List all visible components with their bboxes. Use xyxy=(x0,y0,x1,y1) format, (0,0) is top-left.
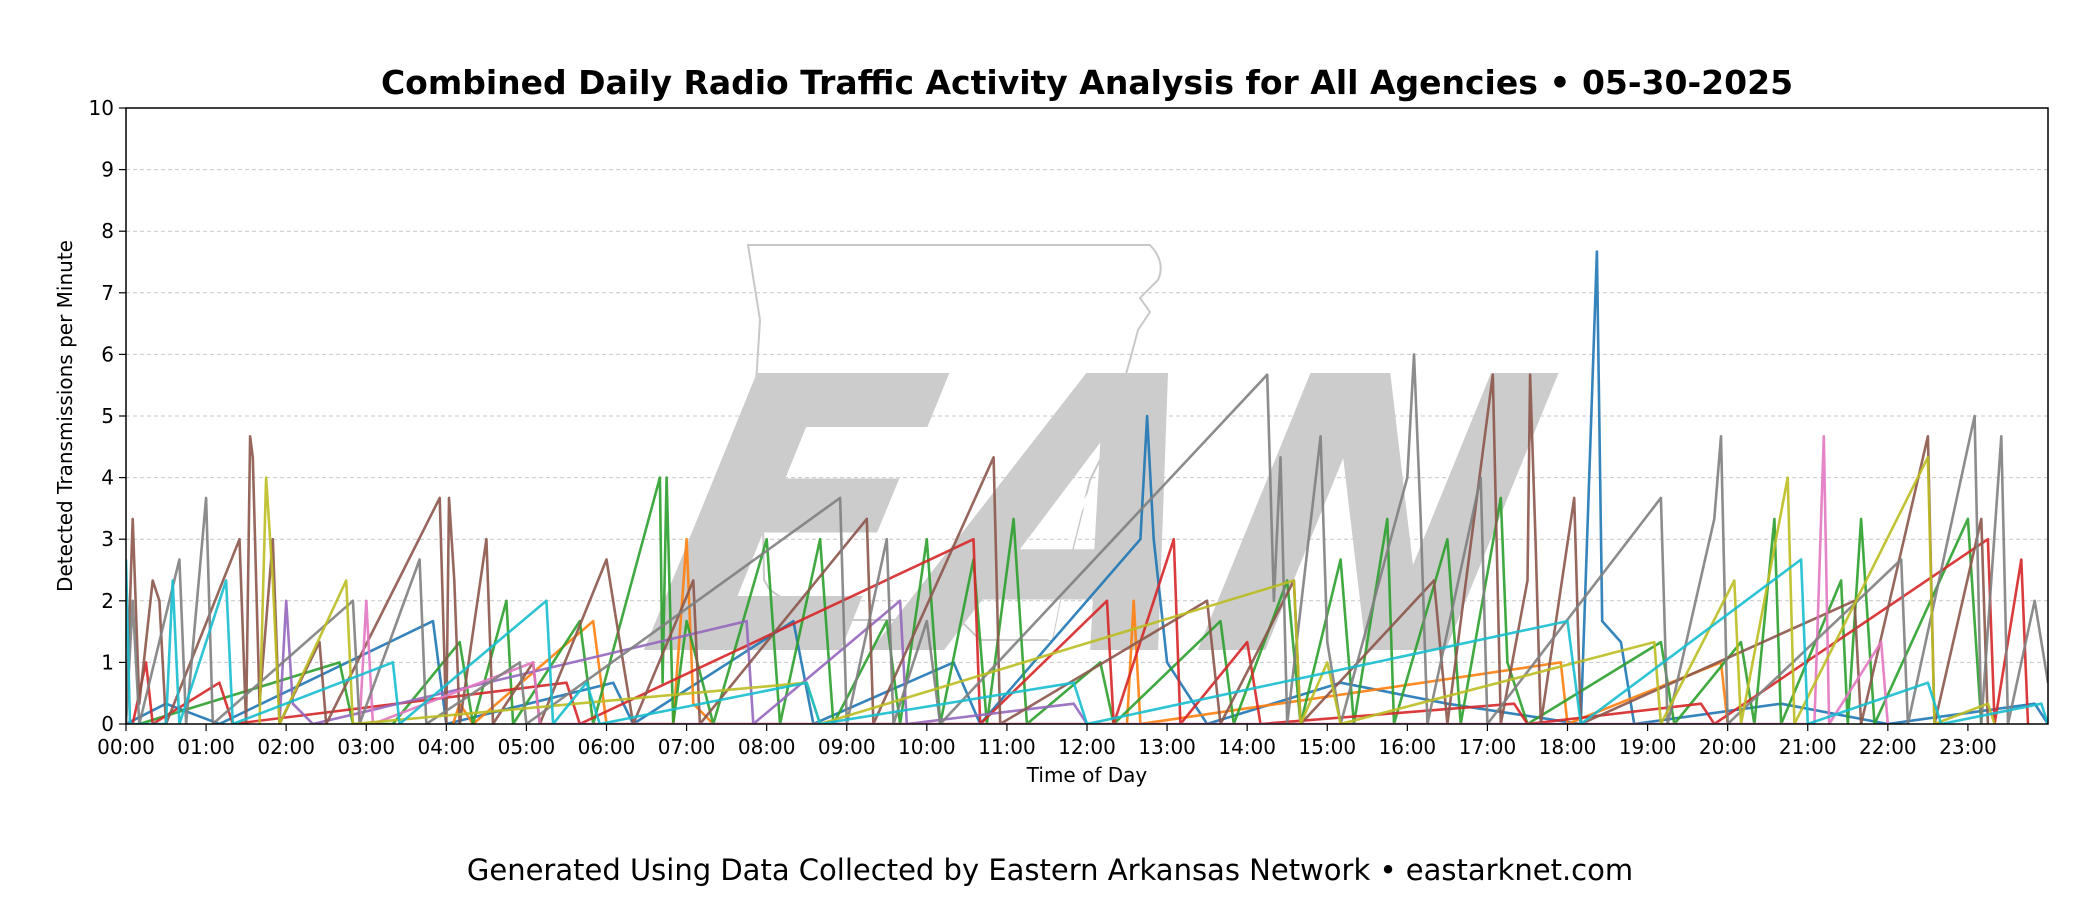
arkansas-outline-logo xyxy=(746,244,1162,641)
x-tick-label: 13:00 xyxy=(1138,735,1196,759)
x-tick-label: 21:00 xyxy=(1779,735,1837,759)
x-tick-label: 23:00 xyxy=(1939,735,1997,759)
y-tick-label: 6 xyxy=(101,342,114,366)
x-axis: 00:00 01:00 02:00 03:00 04:00 05:00 06:00 07:00… xyxy=(97,724,1997,759)
x-axis-label: Time of Day xyxy=(1026,763,1148,787)
x-tick-label: 04:00 xyxy=(418,735,476,759)
series-line-6 xyxy=(358,435,1890,724)
arkansas-river-logo xyxy=(1048,303,1192,641)
y-tick-label: 1 xyxy=(101,650,114,674)
x-tick-label: 16:00 xyxy=(1379,735,1437,759)
footer-credit: Generated Using Data Collected by Easter… xyxy=(466,853,1634,887)
x-tick-label: 05:00 xyxy=(498,735,556,759)
y-tick-label: 2 xyxy=(101,589,114,613)
x-tick-label: 03:00 xyxy=(337,735,395,759)
x-tick-label: 19:00 xyxy=(1619,735,1677,759)
x-tick-label: 00:00 xyxy=(97,735,155,759)
series-line-7 xyxy=(126,353,2048,724)
x-tick-label: 06:00 xyxy=(578,735,636,759)
x-tick-label: 22:00 xyxy=(1859,735,1917,759)
x-tick-label: 15:00 xyxy=(1298,735,1356,759)
x-tick-label: 12:00 xyxy=(1058,735,1116,759)
x-tick-label: 18:00 xyxy=(1539,735,1597,759)
x-tick-label: 14:00 xyxy=(1218,735,1276,759)
y-axis-label: Detected Transmissions per Minute xyxy=(53,240,77,592)
y-tick-label: 5 xyxy=(101,404,114,428)
series-line-5 xyxy=(126,373,1990,724)
x-tick-label: 08:00 xyxy=(738,735,796,759)
y-tick-label: 10 xyxy=(89,96,114,120)
x-tick-label: 09:00 xyxy=(818,735,876,759)
y-axis: 0 1 2 3 4 5 6 7 8 9 10 xyxy=(89,96,126,736)
series-line-8 xyxy=(258,456,1996,724)
y-tick-label: 4 xyxy=(101,466,114,490)
y-tick-label: 3 xyxy=(101,527,114,551)
y-tick-label: 8 xyxy=(101,219,114,243)
x-tick-label: 07:00 xyxy=(658,735,716,759)
series-line-4 xyxy=(278,599,1089,724)
x-tick-label: 17:00 xyxy=(1459,735,1517,759)
x-tick-label: 10:00 xyxy=(898,735,956,759)
x-tick-label: 01:00 xyxy=(177,735,235,759)
x-tick-label: 11:00 xyxy=(978,735,1036,759)
series-lines xyxy=(126,250,2048,724)
x-tick-label: 02:00 xyxy=(257,735,315,759)
y-tick-label: 7 xyxy=(101,281,114,305)
y-tick-label: 0 xyxy=(101,712,114,736)
x-tick-label: 20:00 xyxy=(1699,735,1757,759)
y-tick-label: 9 xyxy=(101,158,114,182)
chart-title: Combined Daily Radio Traffic Activity An… xyxy=(381,63,1793,102)
series-line-2 xyxy=(138,476,1983,724)
